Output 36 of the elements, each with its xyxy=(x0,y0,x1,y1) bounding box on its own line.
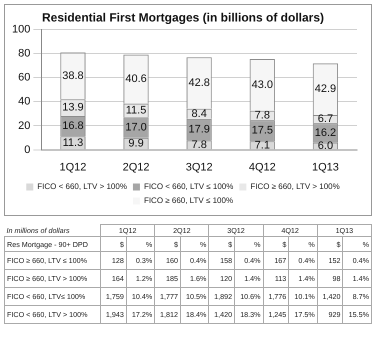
data-label: 11.5 xyxy=(126,104,146,117)
data-label: 40.6 xyxy=(125,73,147,86)
data-label: 7.8 xyxy=(192,138,207,151)
x-tick-label: 2Q12 xyxy=(122,161,150,174)
data-label: 17.9 xyxy=(188,124,210,136)
y-tick-label: 100 xyxy=(12,23,30,36)
x-tick-label: 3Q12 xyxy=(186,161,213,174)
data-label: 6.0 xyxy=(318,140,334,152)
legend-label: FICO < 660, LTV > 100% xyxy=(37,182,127,192)
data-label: 7.8 xyxy=(254,110,270,122)
data-label: 11.3 xyxy=(62,136,84,149)
y-tick-label: 60 xyxy=(18,72,30,84)
y-tick-label: 0 xyxy=(24,144,30,156)
data-label: 17.0 xyxy=(125,122,147,134)
y-tick-label: 40 xyxy=(18,96,30,108)
y-tick-label: 80 xyxy=(18,48,30,60)
chart-title: Residential First Mortgages (in billions of dollars) xyxy=(42,10,324,25)
y-tick-label: 20 xyxy=(18,120,30,132)
data-label: 43.0 xyxy=(252,78,274,91)
data-label: 9.9 xyxy=(128,138,144,150)
data-label: 38.8 xyxy=(62,70,84,82)
legend-label: FICO ≥ 660, LTV > 100% xyxy=(250,182,340,192)
data-label: 7.1 xyxy=(254,139,270,152)
legend-label: FICO < 660, LTV ≤ 100% xyxy=(144,182,234,192)
legend-label: FICO ≥ 660, LTV ≤ 100% xyxy=(144,196,234,206)
data-label: 16.8 xyxy=(62,120,84,132)
x-tick-label: 4Q12 xyxy=(248,161,276,174)
x-tick-label: 1Q13 xyxy=(312,161,339,174)
data-label: 13.9 xyxy=(62,102,84,114)
data-label: 16.2 xyxy=(314,126,336,139)
x-tick-label: 1Q12 xyxy=(59,161,86,174)
data-label: 42.8 xyxy=(188,77,210,90)
data-label: 42.9 xyxy=(314,83,336,96)
data-label: 8.4 xyxy=(192,108,207,120)
data-label: 17.5 xyxy=(252,124,274,137)
data-label: 6.7 xyxy=(318,113,334,126)
